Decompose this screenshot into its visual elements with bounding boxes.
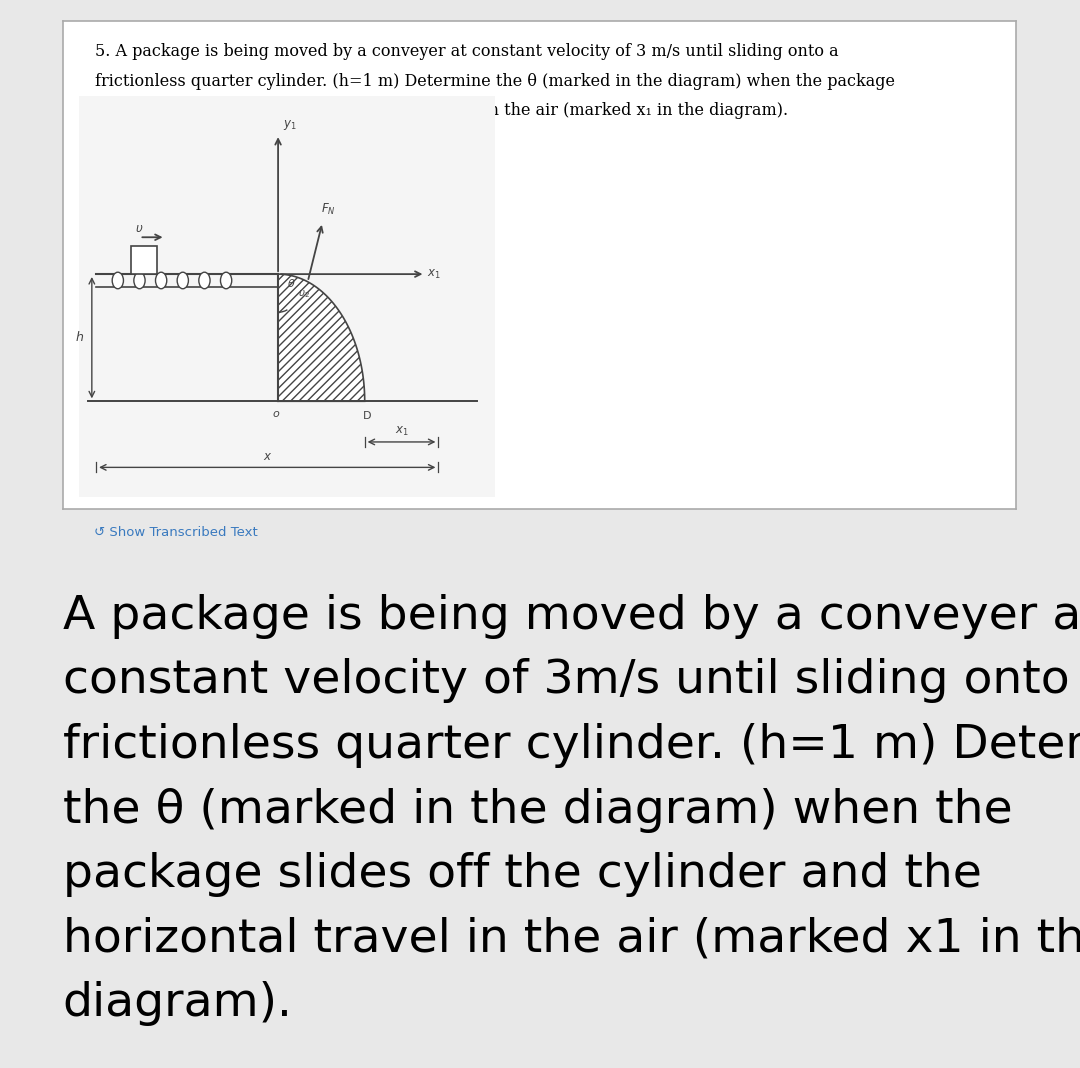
- Text: the θ (marked in the diagram) when the: the θ (marked in the diagram) when the: [63, 787, 1012, 833]
- Text: $\theta$: $\theta$: [287, 277, 296, 288]
- Circle shape: [112, 272, 123, 288]
- Text: frictionless quarter cylinder. (h=1 m) Determine the θ (marked in the diagram) w: frictionless quarter cylinder. (h=1 m) D…: [95, 73, 895, 90]
- Text: $F_N$: $F_N$: [321, 202, 336, 217]
- Text: o: o: [272, 409, 279, 419]
- Text: ↺ Show Transcribed Text: ↺ Show Transcribed Text: [94, 527, 258, 539]
- Circle shape: [220, 272, 232, 288]
- Text: frictionless quarter cylinder. (h=1 m) Determine: frictionless quarter cylinder. (h=1 m) D…: [63, 723, 1080, 768]
- Text: constant velocity of 3m/s until sliding onto a: constant velocity of 3m/s until sliding …: [63, 658, 1080, 704]
- Text: $\upsilon$: $\upsilon$: [135, 222, 144, 235]
- Polygon shape: [278, 274, 365, 402]
- Circle shape: [177, 272, 188, 288]
- Text: $y_1$: $y_1$: [283, 117, 297, 131]
- Text: $\upsilon_2$: $\upsilon_2$: [298, 287, 310, 299]
- Text: $x_1$: $x_1$: [394, 425, 408, 439]
- Text: D: D: [363, 411, 372, 421]
- Text: A package is being moved by a conveyer at: A package is being moved by a conveyer a…: [63, 594, 1080, 639]
- Text: $x_1$: $x_1$: [427, 268, 441, 281]
- Text: package slides off the cylinder and the: package slides off the cylinder and the: [63, 852, 982, 897]
- Circle shape: [199, 272, 211, 288]
- Text: $x$: $x$: [262, 450, 272, 462]
- Text: slides off the cylinder and the horizontal travel in the air (marked x₁ in the d: slides off the cylinder and the horizont…: [95, 101, 788, 119]
- Text: diagram).: diagram).: [63, 981, 293, 1026]
- Text: 5. A package is being moved by a conveyer at constant velocity of 3 m/s until sl: 5. A package is being moved by a conveye…: [95, 44, 839, 60]
- Circle shape: [156, 272, 166, 288]
- Text: horizontal travel in the air (marked x1 in the: horizontal travel in the air (marked x1 …: [63, 916, 1080, 962]
- Bar: [131, 246, 157, 274]
- Circle shape: [134, 272, 145, 288]
- Text: h: h: [76, 331, 83, 344]
